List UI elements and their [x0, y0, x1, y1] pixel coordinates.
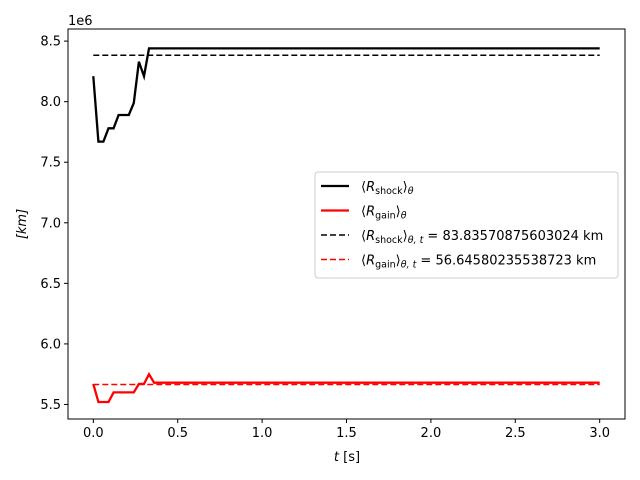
y-tick-label: 5.5 — [40, 398, 61, 413]
legend-label-2: ⟨Rshock⟩θ, t = 83.83570875603024 km — [361, 229, 603, 246]
legend: ⟨Rshock⟩θ ⟨Rgain⟩θ ⟨Rshock⟩θ, t = 83.83570… — [314, 171, 619, 279]
y-tick-label: 8.0 — [40, 95, 61, 110]
x-tick-label: 0.0 — [83, 426, 104, 441]
series-line-0 — [92, 47, 600, 143]
y-tick-label: 7.5 — [40, 156, 61, 171]
x-label-variable: t — [334, 450, 340, 465]
x-tick-label: 2.0 — [421, 426, 442, 441]
x-tick-label: 1.5 — [336, 426, 357, 441]
x-axis-label: t [s] — [334, 450, 360, 465]
y-axis-multiplier: 1e6 — [68, 14, 93, 29]
y-axis-ticks: 5.5 6.0 6.5 7.0 7.5 8.0 8.5 — [40, 35, 68, 413]
y-tick-label: 8.5 — [40, 35, 61, 50]
y-tick-label: 6.5 — [40, 277, 61, 292]
legend-box — [314, 171, 619, 279]
x-tick-label: 2.5 — [505, 426, 526, 441]
x-label-unit: [s] — [339, 450, 360, 465]
legend-label-1: ⟨Rgain⟩θ — [361, 205, 407, 222]
plot-area — [67, 28, 626, 420]
x-tick-label: 3.0 — [589, 426, 610, 441]
y-tick-label: 6.0 — [40, 337, 61, 352]
legend-label-3: ⟨Rgain⟩θ, t = 56.64580235538723 km — [361, 254, 596, 271]
x-tick-label: 0.5 — [167, 426, 188, 441]
x-axis-ticks: 0.0 0.5 1.0 1.5 2.0 2.5 3.0 — [83, 419, 610, 441]
y-label-unit: [km] — [15, 209, 30, 239]
series-line-1 — [92, 371, 600, 404]
y-axis-label: [km] — [15, 209, 30, 239]
legend-label-0: ⟨Rshock⟩θ — [361, 180, 414, 197]
x-tick-label: 1.0 — [252, 426, 273, 441]
y-tick-label: 7.0 — [40, 216, 61, 231]
